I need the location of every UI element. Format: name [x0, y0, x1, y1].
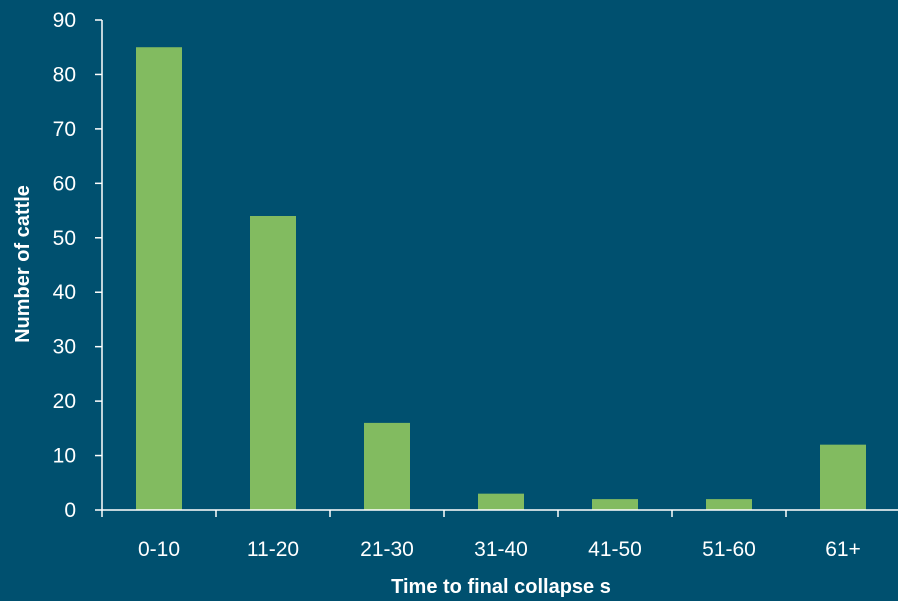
x-tick-label: 21-30 [360, 538, 414, 561]
bar-41-50 [592, 499, 638, 510]
y-tick-label: 30 [53, 336, 76, 359]
x-tick-label: 61+ [825, 538, 861, 561]
x-axis-title: Time to final collapse s [391, 576, 611, 598]
bars-group [136, 47, 866, 510]
bar-21-30 [364, 422, 410, 510]
bar-11-20 [250, 216, 296, 510]
y-axis-title: Number of cattle [12, 185, 34, 343]
y-tick-label: 60 [53, 172, 76, 195]
x-tick-label: 51-60 [702, 538, 756, 561]
x-tick-label: 31-40 [474, 538, 528, 561]
y-tick-label: 20 [53, 390, 76, 413]
y-tick-label: 90 [53, 9, 76, 32]
bar-0-10 [136, 47, 182, 510]
y-tick-label: 50 [53, 227, 76, 250]
y-tick-label: 40 [53, 281, 76, 304]
x-tick-label: 11-20 [247, 538, 299, 561]
x-tick-label: 0-10 [138, 538, 180, 561]
y-tick-label: 0 [64, 499, 76, 522]
bar-51-60 [706, 499, 752, 510]
y-axis: 0 10 20 30 40 50 60 70 80 90 [53, 9, 103, 522]
y-tick-label: 80 [53, 63, 76, 86]
x-tick-label: 41-50 [588, 538, 642, 561]
y-tick-label: 70 [53, 118, 76, 141]
y-tick-label: 10 [53, 445, 76, 468]
bar-31-40 [478, 493, 524, 510]
x-axis: 0-10 11-20 21-30 31-40 41-50 51-60 61+ [101, 509, 898, 561]
bar-61+ [820, 444, 866, 510]
